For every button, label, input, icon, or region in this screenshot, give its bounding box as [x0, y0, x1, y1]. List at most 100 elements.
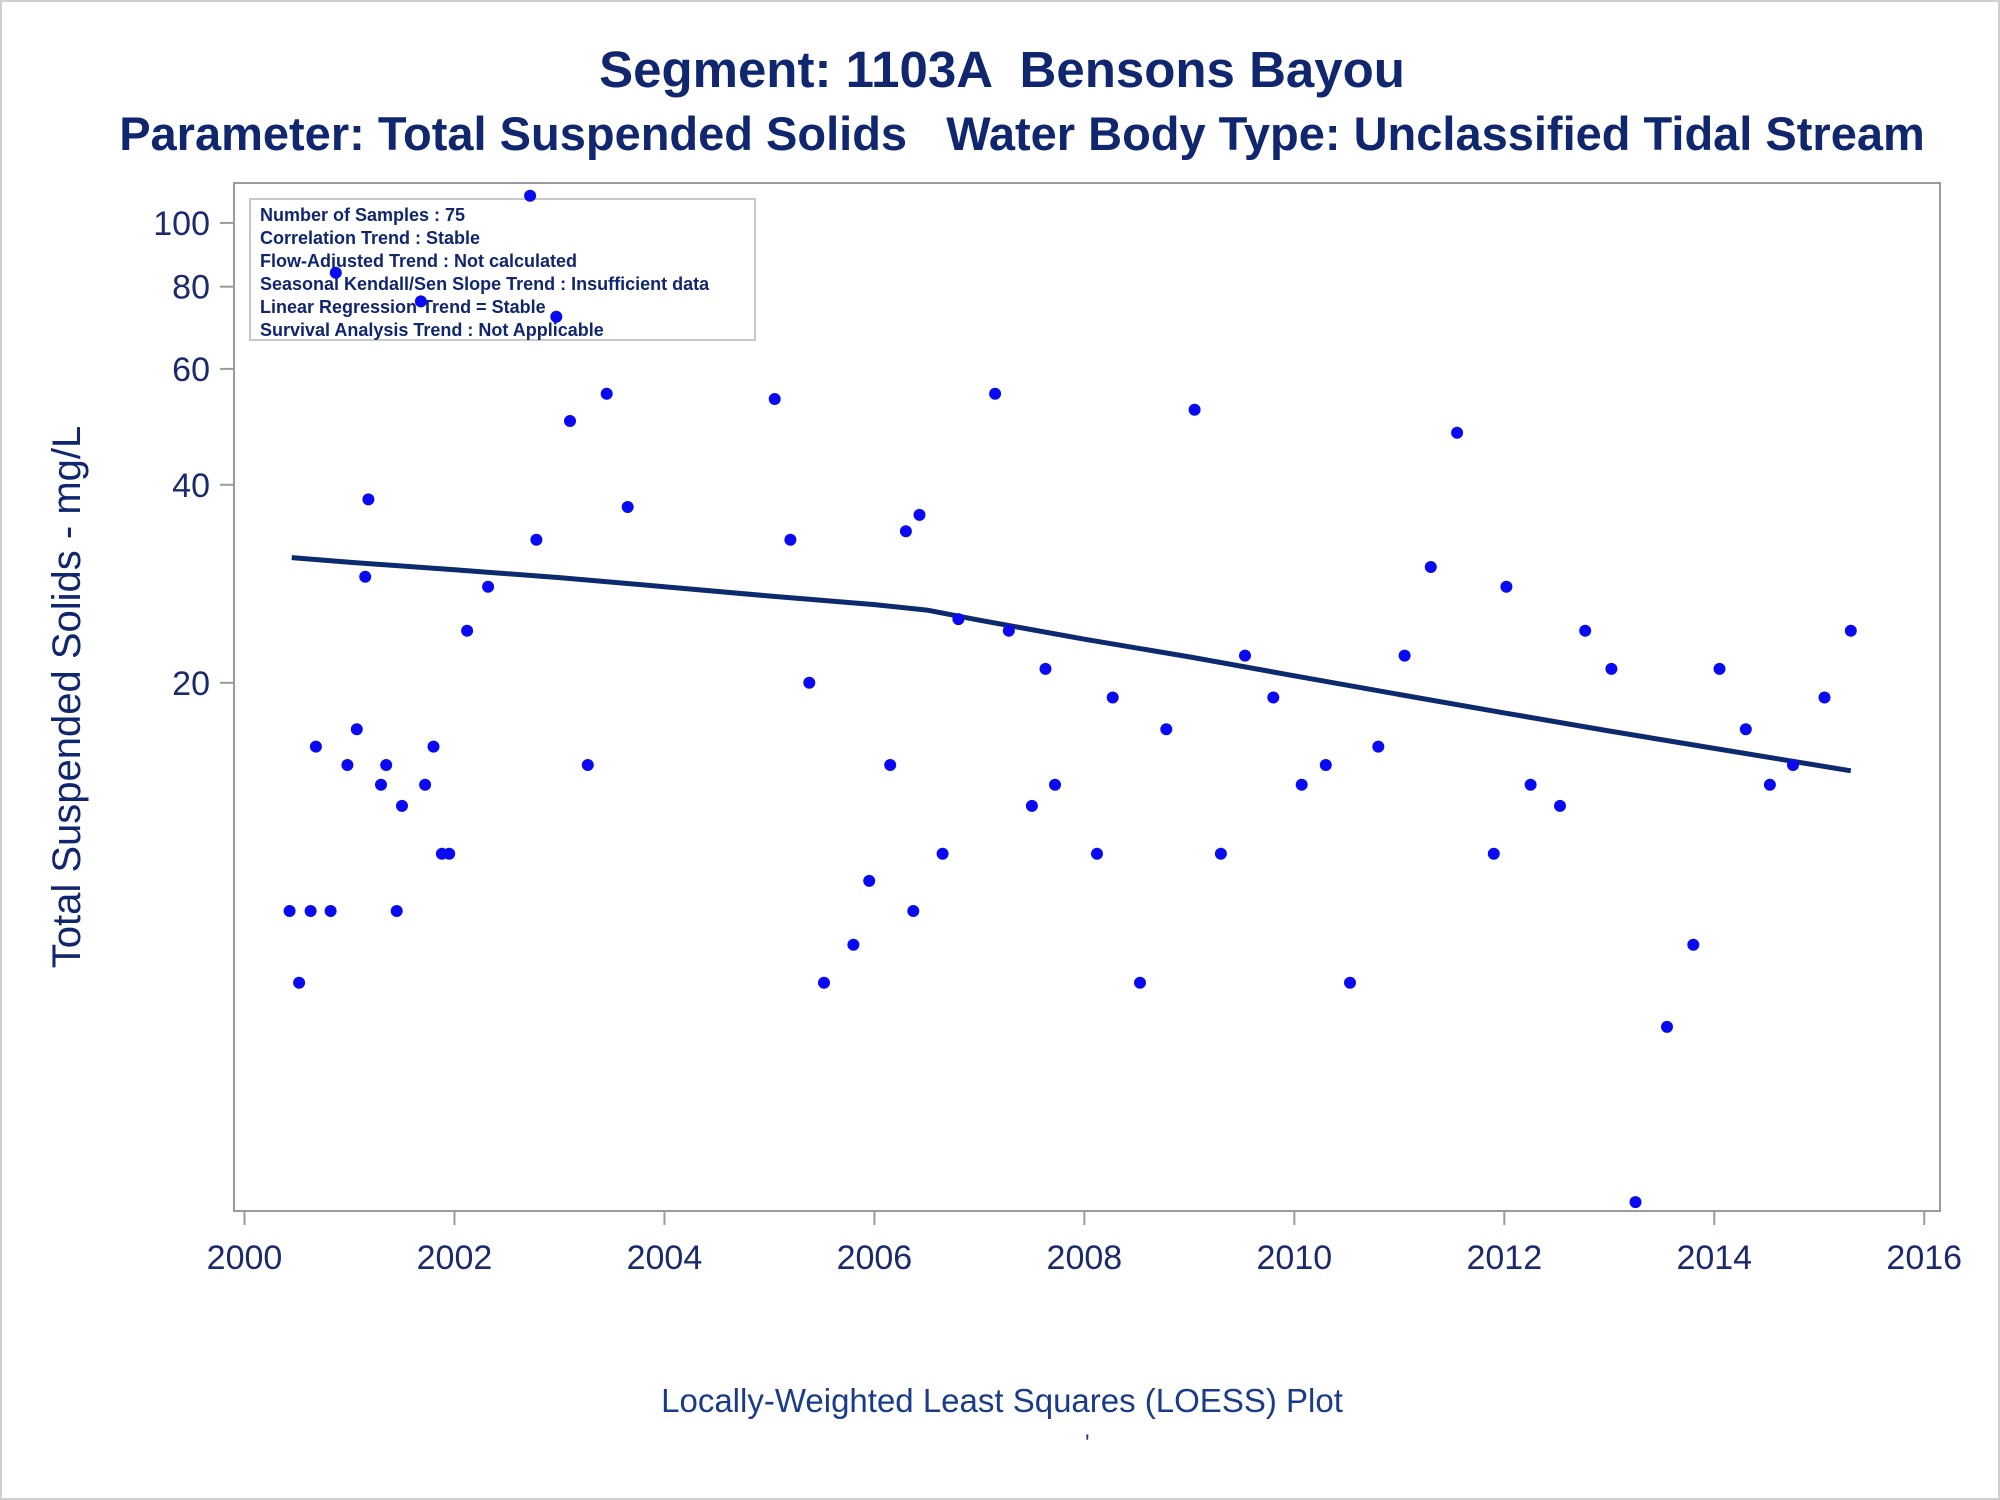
data-point [1091, 847, 1103, 860]
data-point [304, 905, 317, 917]
x-tick-label: 2008 [1047, 1239, 1123, 1277]
data-point [952, 613, 965, 626]
data-point [414, 295, 427, 308]
data-point [1739, 723, 1752, 736]
info-box-line: Flow-Adjusted Trend : Not calculated [260, 251, 577, 271]
x-tick-label: 2016 [1886, 1239, 1962, 1277]
data-point [427, 740, 440, 753]
data-point [550, 310, 563, 323]
data-point [329, 266, 342, 279]
data-point [380, 759, 393, 771]
data-point [936, 847, 949, 860]
data-point [1295, 778, 1308, 791]
data-point [564, 415, 576, 427]
data-point [524, 189, 537, 202]
info-box-line: Linear Regression Trend = Stable [260, 297, 546, 317]
data-point [1787, 759, 1799, 771]
data-point [1487, 847, 1500, 860]
footnote-mark: ' [1085, 1430, 1090, 1457]
data-point [1049, 778, 1061, 791]
data-point [1605, 662, 1618, 675]
data-point [1579, 624, 1592, 637]
x-tick-label: 2012 [1466, 1239, 1542, 1277]
chart-title: Segment: 1103A Bensons Bayou [599, 41, 1405, 98]
plot-frame [233, 182, 1941, 1212]
data-point [581, 759, 594, 771]
data-point [1554, 799, 1566, 812]
data-point [913, 508, 926, 521]
info-box-line: Correlation Trend : Stable [260, 228, 480, 248]
loess-layer [291, 555, 1852, 774]
data-point [1372, 740, 1385, 753]
data-point [461, 624, 474, 637]
data-point [375, 778, 387, 791]
data-point [1844, 624, 1857, 637]
data-point [396, 799, 408, 812]
data-point [530, 533, 543, 546]
y-tick-label: 20 [172, 665, 210, 703]
y-axis-title: Total Suspended Solids - mg/L [45, 426, 89, 969]
data-point [419, 778, 432, 791]
y-tick-label: 40 [172, 467, 210, 505]
data-point [1188, 403, 1201, 416]
data-point [818, 976, 830, 989]
data-point [1002, 624, 1015, 637]
data-point [863, 874, 876, 887]
data-point [1398, 649, 1411, 662]
data-point [1319, 759, 1332, 771]
data-point [1661, 1020, 1673, 1033]
data-point [1344, 976, 1356, 989]
y-tick-label: 100 [153, 205, 210, 243]
y-axis: 20 40 60 80 100 [153, 205, 234, 703]
data-point [1424, 561, 1437, 573]
plot-caption: Locally-Weighted Least Squares (LOESS) P… [661, 1382, 1343, 1419]
data-point [293, 976, 306, 989]
x-axis: 2000 2002 2004 2006 2008 2010 2012 2014 2016 [207, 1211, 1962, 1277]
data-point [1451, 426, 1464, 439]
info-box: Number of Samples : 75 Correlation Trend … [249, 198, 756, 341]
data-point [899, 525, 912, 538]
x-tick-label: 2002 [417, 1239, 493, 1277]
data-point [309, 740, 322, 753]
data-point [907, 905, 920, 917]
data-point [1025, 799, 1038, 812]
data-point [359, 570, 372, 583]
x-tick-label: 2006 [837, 1239, 913, 1277]
data-point [1106, 691, 1119, 704]
y-tick-label: 80 [172, 269, 210, 307]
data-point [847, 938, 860, 951]
data-point [1713, 662, 1726, 675]
data-point [1687, 938, 1700, 951]
info-box-line: Survival Analysis Trend : Not Applicable [260, 320, 604, 340]
data-points [283, 189, 1857, 1209]
data-point [324, 905, 337, 917]
data-point [1500, 580, 1513, 593]
data-point [1629, 1196, 1642, 1209]
data-point [784, 533, 797, 546]
data-point [989, 387, 1002, 400]
loess-line [291, 555, 1852, 774]
data-point [768, 393, 781, 405]
data-point [350, 723, 363, 736]
data-point [443, 847, 456, 860]
data-point [362, 493, 375, 506]
data-point [1524, 778, 1537, 791]
data-point [482, 580, 495, 593]
info-box-line: Seasonal Kendall/Sen Slope Trend : Insuf… [260, 274, 710, 294]
data-point [884, 759, 897, 771]
x-tick-label: 2000 [207, 1239, 283, 1277]
data-point [1763, 778, 1776, 791]
data-point [1214, 847, 1227, 860]
data-point [1039, 662, 1052, 675]
data-point [1160, 723, 1173, 736]
data-point [621, 501, 634, 513]
x-tick-label: 2004 [627, 1239, 703, 1277]
data-point [390, 905, 403, 917]
x-tick-label: 2010 [1257, 1239, 1333, 1277]
chart-subtitle: Parameter: Total Suspended Solids Water … [119, 107, 1925, 160]
x-tick-label: 2014 [1676, 1239, 1752, 1277]
y-tick-label: 60 [172, 351, 210, 389]
data-point [1267, 691, 1280, 704]
data-point [1134, 976, 1146, 989]
